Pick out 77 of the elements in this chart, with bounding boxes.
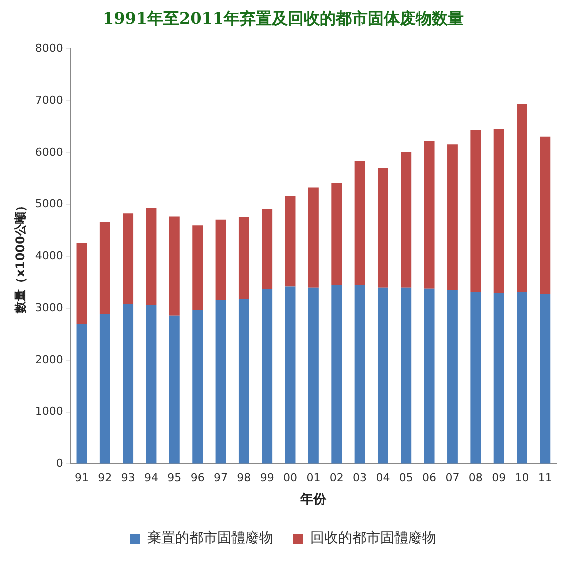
x-tick-label: 95 [168,472,182,485]
bar [100,314,110,464]
y-tick-label: 2000 [35,353,64,366]
bar [169,316,180,464]
bar [238,299,250,464]
x-tick-label: 96 [190,472,205,485]
x-tick-label: 10 [515,472,530,485]
bar [448,290,458,464]
x-tick-label: 03 [353,472,368,485]
x-tick-label: 02 [330,472,344,485]
bar [123,304,134,464]
y-tick-label: 8000 [35,42,64,56]
bar [401,152,412,288]
x-tick-label: 97 [214,472,228,485]
x-tick-label: 01 [306,472,321,485]
x-tick-label: 09 [492,472,506,485]
bar [470,292,482,464]
bar [262,289,273,464]
y-tick-label: 3000 [35,301,64,314]
y-tick-label: 7000 [35,94,64,107]
y-tick-label: 5000 [35,198,64,211]
bar [378,288,388,464]
y-tick-label: 1000 [35,405,64,418]
chart-title: 1991年至2011年弃置及回收的都市固体废物数量 [102,8,464,28]
bar [517,104,528,292]
bar [448,144,458,290]
x-tick-label: 93 [121,472,136,485]
bar [494,294,504,464]
bar [216,300,226,464]
bar [192,310,204,464]
bar [494,129,504,294]
x-tick-label: 99 [260,472,274,485]
bar [540,294,551,464]
bar [378,168,388,288]
bar [424,142,435,289]
x-tick-label: 94 [144,472,158,485]
y-tick-label: 0 [56,457,64,470]
bar [76,324,88,464]
x-tick-label: 11 [538,472,552,485]
bar [354,285,366,464]
x-tick-label: 04 [376,472,390,485]
bar [169,216,180,316]
bar [540,136,551,294]
bar [401,288,412,464]
x-tick-label: 06 [422,472,437,485]
bar [146,304,157,464]
bar [216,220,226,300]
bar [470,130,482,292]
bar [146,208,157,305]
x-tick-label: 08 [468,472,483,485]
x-tick-label: 05 [399,472,414,485]
x-tick-label: 91 [74,472,89,485]
bar [192,226,204,310]
bar [332,285,342,464]
bar [285,196,296,287]
y-tick-label: 4000 [35,250,64,263]
x-tick-label: 00 [284,472,298,485]
bar [424,288,435,464]
bar [332,184,342,286]
bar [262,208,273,290]
bar [76,243,88,324]
bar [308,288,319,464]
bar [123,214,134,304]
legend-label: 棄置的都市固體廢物 [148,530,274,547]
x-tick-label: 92 [98,472,112,485]
x-tick-label: 98 [237,472,252,485]
legend-label: 回收的都市固體廢物 [310,530,436,547]
y-axis-title: 數量（x1000公噸） [13,200,28,314]
bar [100,222,110,314]
bar [517,292,528,464]
bar [285,286,296,464]
x-axis-title: 年份 [300,492,328,508]
bar [308,188,319,288]
y-tick-label: 6000 [35,146,64,159]
bar [354,161,366,286]
bar [238,217,250,300]
x-tick-label: 07 [446,472,460,485]
